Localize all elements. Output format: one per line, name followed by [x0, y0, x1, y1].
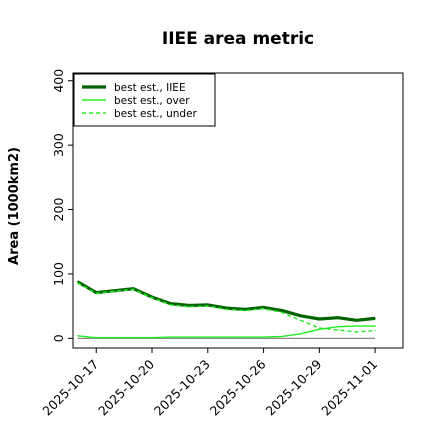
x-tick-label-5: 2025-11-01 [318, 357, 380, 419]
legend-label-1: best est., over [114, 95, 190, 107]
series-0-point-5 [170, 302, 172, 305]
series-1-point-5 [170, 336, 172, 338]
y-tick-label-1: 100 [51, 262, 66, 286]
series-1-point-0 [77, 335, 79, 337]
legend-label-2: best est., under [114, 108, 198, 120]
series-0-point-12 [300, 315, 302, 317]
y-tick-label-4: 400 [51, 69, 66, 93]
series-0-point-7 [207, 304, 209, 306]
y-axis-label: Area (1000km2) [7, 147, 22, 265]
series-2-point-9 [244, 310, 246, 312]
series-2-point-0 [77, 282, 79, 284]
y-tick-label-3: 300 [51, 133, 66, 157]
series-2-point-4 [151, 297, 153, 299]
series-2-point-1 [95, 292, 97, 294]
x-tick-label-1: 2025-10-20 [95, 356, 157, 418]
series-0-point-13 [318, 318, 320, 320]
series-2-point-15 [355, 331, 358, 333]
plot-area-frame [72, 72, 404, 349]
series-2-point-16 [374, 330, 376, 332]
series-2-point-3 [132, 288, 135, 290]
series-1-point-11 [281, 335, 283, 338]
series-0-point-14 [337, 317, 339, 319]
y-tick-label-2: 200 [51, 198, 66, 222]
series-2-point-13 [318, 327, 320, 329]
series-1-point-6 [188, 336, 190, 338]
series-1-point-14 [337, 326, 339, 328]
series-line-0 [76, 280, 376, 322]
x-tick-label-4: 2025-10-29 [262, 356, 324, 418]
series-0-point-16 [374, 317, 376, 319]
legend-label-0: best est., IIEE [114, 82, 186, 94]
series-2-point-12 [300, 319, 302, 321]
series-2-point-6 [188, 306, 190, 308]
series-2-point-5 [170, 304, 172, 306]
series-1-point-13 [318, 328, 320, 330]
series-0-point-6 [188, 304, 190, 307]
x-tick-label-3: 2025-10-26 [207, 356, 269, 418]
series-1-point-2 [114, 337, 116, 339]
series-1-point-4 [151, 337, 153, 339]
series-2-point-11 [281, 311, 283, 314]
series-0-point-8 [225, 307, 227, 309]
series-0-point-15 [355, 319, 358, 321]
series-1-point-15 [355, 325, 358, 327]
series-2-point-8 [225, 308, 227, 310]
y-tick-label-0: 0 [51, 334, 66, 342]
series-0-point-11 [281, 310, 283, 312]
series-line-1 [77, 325, 376, 339]
series-2-point-14 [337, 329, 339, 331]
series-2-point-10 [262, 308, 265, 310]
series-1-point-1 [95, 337, 97, 339]
series-1-point-8 [225, 336, 227, 338]
series-2-point-2 [114, 290, 116, 292]
series-1-point-10 [262, 336, 265, 338]
chart-title: IIEE area metric [162, 29, 314, 49]
x-tick-label-0: 2025-10-17 [39, 357, 101, 419]
series-1-point-9 [244, 336, 246, 338]
series-1-point-7 [207, 336, 209, 338]
series-1-point-16 [374, 325, 376, 327]
series-1-point-12 [300, 333, 302, 335]
series-0-point-10 [262, 306, 265, 309]
series-2-point-7 [207, 305, 209, 307]
series-0-point-0 [77, 281, 79, 283]
x-tick-label-2: 2025-10-23 [151, 357, 213, 419]
series-0-point-9 [244, 308, 246, 310]
series-1-point-3 [132, 337, 135, 339]
